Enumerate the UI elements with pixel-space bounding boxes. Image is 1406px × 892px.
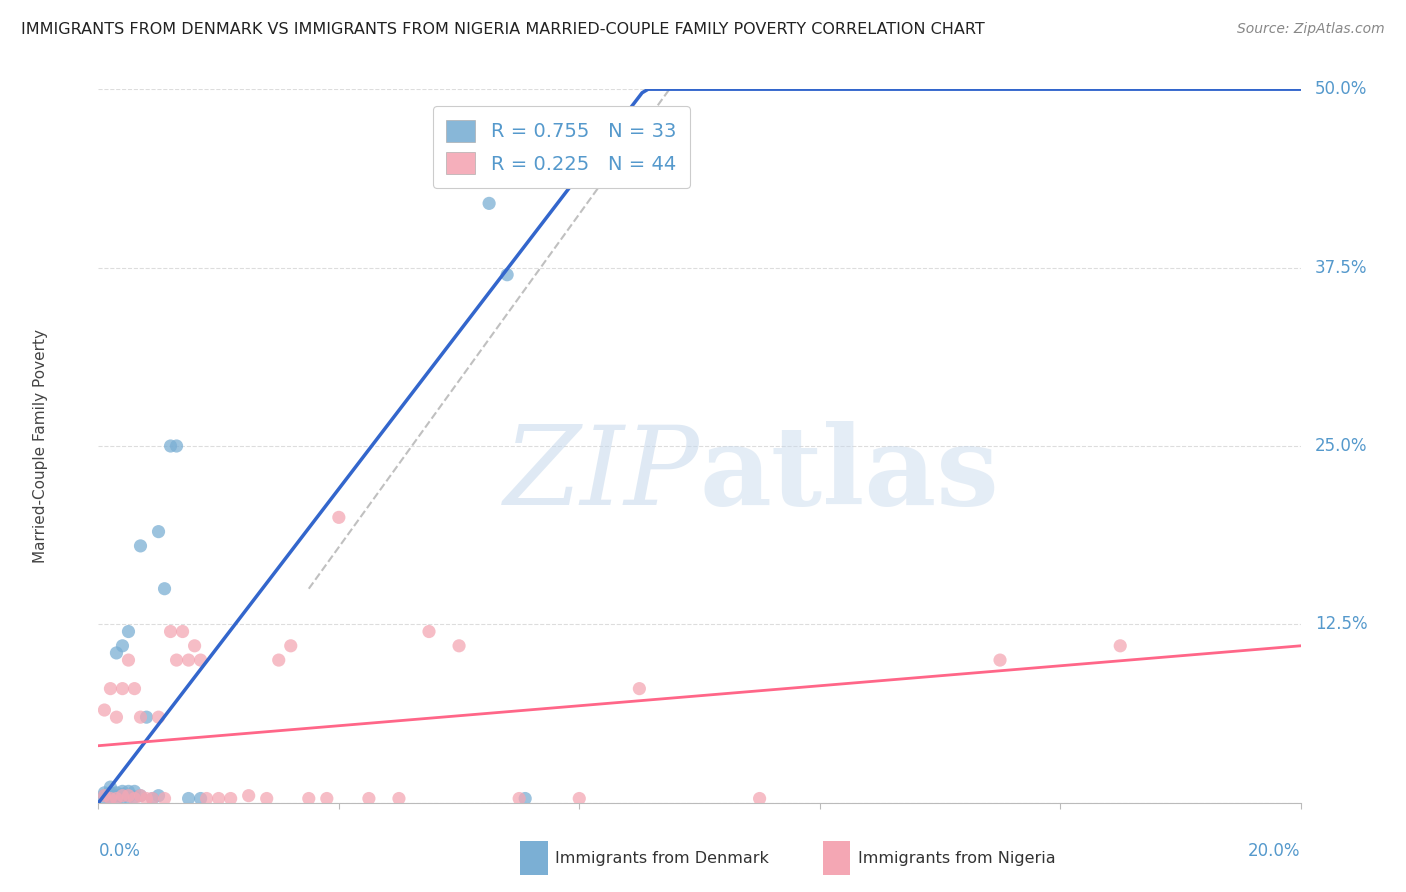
Point [447, 639, 470, 653]
Point [328, 510, 350, 524]
Text: Immigrants from Denmark: Immigrants from Denmark [555, 851, 769, 865]
Text: IMMIGRANTS FROM DENMARK VS IMMIGRANTS FROM NIGERIA MARRIED-COUPLE FAMILY POVERTY: IMMIGRANTS FROM DENMARK VS IMMIGRANTS FR… [21, 22, 984, 37]
Point [141, 791, 163, 805]
Point [148, 710, 170, 724]
Point [280, 639, 302, 653]
Point [129, 789, 152, 803]
Point [388, 791, 411, 805]
Text: ZIP: ZIP [503, 421, 699, 528]
Point [100, 791, 122, 805]
Point [628, 681, 651, 696]
Point [105, 789, 128, 803]
Text: 12.5%: 12.5% [1315, 615, 1368, 633]
Text: 50.0%: 50.0% [1315, 80, 1368, 98]
Point [153, 791, 176, 805]
Point [105, 793, 128, 807]
Point [141, 791, 163, 805]
Point [357, 791, 380, 805]
Legend: R = 0.755   N = 33, R = 0.225   N = 44: R = 0.755 N = 33, R = 0.225 N = 44 [433, 106, 690, 188]
Point [105, 646, 128, 660]
Point [111, 681, 134, 696]
Point [166, 653, 188, 667]
Point [1109, 639, 1132, 653]
Point [267, 653, 290, 667]
Point [153, 582, 176, 596]
Point [298, 791, 321, 805]
Point [166, 439, 188, 453]
Point [508, 791, 530, 805]
Point [93, 703, 115, 717]
Point [159, 624, 181, 639]
Point [117, 790, 139, 805]
Point [238, 789, 260, 803]
Point [111, 789, 134, 803]
Point [117, 789, 139, 803]
Point [111, 787, 134, 801]
Point [111, 639, 134, 653]
Point [135, 791, 157, 805]
Point [748, 791, 770, 805]
Point [190, 653, 212, 667]
Point [105, 786, 128, 800]
Point [117, 624, 139, 639]
Point [256, 791, 278, 805]
Point [478, 196, 501, 211]
Point [93, 786, 115, 800]
Point [124, 681, 146, 696]
Point [100, 681, 122, 696]
Point [568, 791, 591, 805]
Point [111, 790, 134, 805]
Point [124, 790, 146, 805]
Point [129, 539, 152, 553]
Point [172, 624, 194, 639]
Point [105, 791, 128, 805]
Point [183, 639, 205, 653]
Point [93, 789, 115, 803]
Point [148, 524, 170, 539]
Point [100, 791, 122, 805]
Point [496, 268, 519, 282]
Point [135, 710, 157, 724]
Point [100, 786, 122, 800]
Point [177, 653, 200, 667]
Text: Immigrants from Nigeria: Immigrants from Nigeria [858, 851, 1056, 865]
Point [93, 789, 115, 803]
Point [124, 791, 146, 805]
Point [190, 791, 212, 805]
Point [418, 624, 440, 639]
Text: Source: ZipAtlas.com: Source: ZipAtlas.com [1237, 22, 1385, 37]
Point [105, 710, 128, 724]
Point [148, 789, 170, 803]
Point [195, 791, 218, 805]
Text: 37.5%: 37.5% [1315, 259, 1368, 277]
Point [208, 791, 231, 805]
Point [124, 784, 146, 798]
Text: 25.0%: 25.0% [1315, 437, 1368, 455]
Point [315, 791, 337, 805]
Point [219, 791, 242, 805]
Point [177, 791, 200, 805]
Point [515, 791, 537, 805]
Point [93, 791, 115, 805]
Point [129, 710, 152, 724]
Point [111, 784, 134, 798]
Point [100, 780, 122, 794]
Text: 20.0%: 20.0% [1249, 842, 1301, 860]
Point [988, 653, 1011, 667]
Text: Married-Couple Family Poverty: Married-Couple Family Poverty [34, 329, 48, 563]
Point [129, 789, 152, 803]
Text: 0.0%: 0.0% [98, 842, 141, 860]
Point [117, 784, 139, 798]
Text: atlas: atlas [699, 421, 1000, 528]
Point [117, 653, 139, 667]
Point [159, 439, 181, 453]
